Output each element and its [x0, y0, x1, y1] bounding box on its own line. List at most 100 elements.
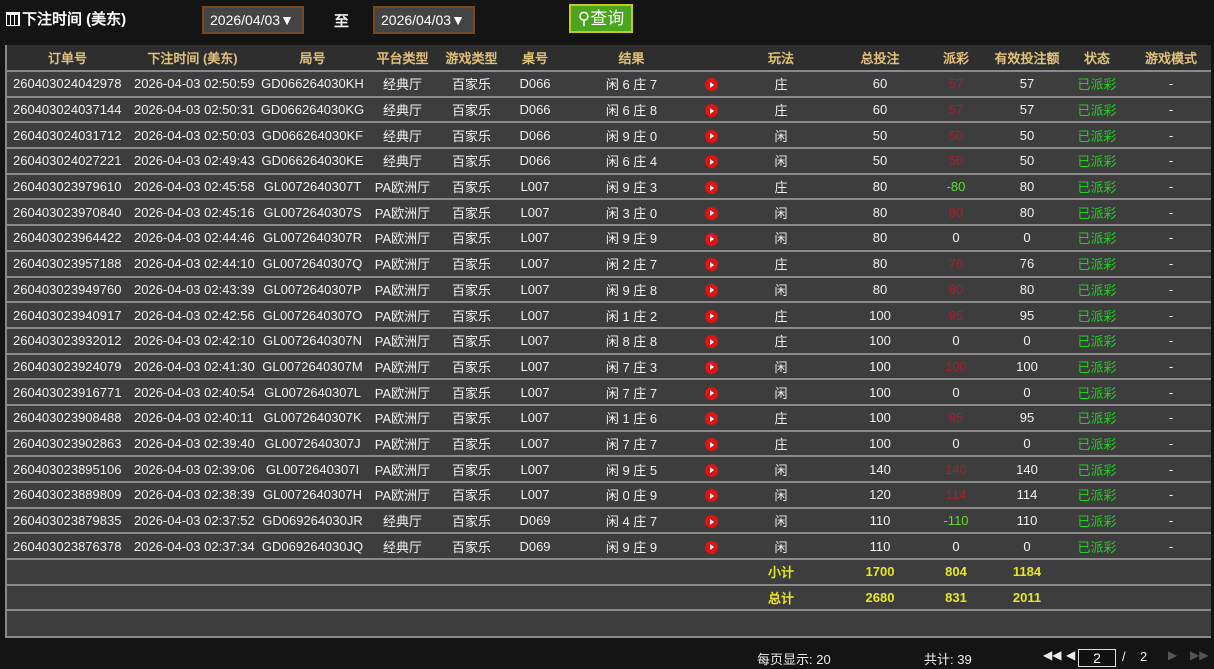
platform-type: PA欧洲厅 [368, 326, 437, 354]
platform-type: PA欧洲厅 [368, 301, 437, 328]
valid-bet: 0 [991, 532, 1063, 560]
search-icon: ⚲ [577, 9, 591, 28]
play-video-icon[interactable] [704, 489, 718, 503]
replay-cell [699, 172, 723, 200]
replay-cell [699, 532, 723, 560]
order-id: 260403023979610 [6, 172, 128, 200]
payout: -110 [921, 506, 991, 534]
platform-type: PA欧洲厅 [368, 429, 437, 457]
play-video-icon[interactable] [704, 540, 718, 554]
order-id: 260403023940917 [6, 301, 128, 328]
column-header: 结果 [564, 45, 699, 71]
game-type: 百家乐 [437, 121, 506, 149]
payout: 0 [921, 378, 991, 405]
prev-page-icon[interactable]: ◀ [1066, 648, 1076, 662]
play-type: 庄 [723, 172, 839, 200]
column-header: 局号 [257, 45, 368, 71]
replay-cell [699, 378, 723, 405]
table-id: L007 [506, 249, 564, 277]
valid-bet: 0 [991, 224, 1063, 251]
status: 已派彩 [1063, 121, 1131, 149]
play-video-icon[interactable] [704, 258, 718, 272]
spacer [6, 583, 723, 611]
game-mode: - [1131, 532, 1211, 560]
play-video-icon[interactable] [704, 104, 718, 118]
replay-cell [699, 429, 723, 457]
page-input[interactable]: 2 [1078, 649, 1116, 667]
platform-type: PA欧洲厅 [368, 224, 437, 251]
play-video-icon[interactable] [704, 515, 718, 529]
status: 已派彩 [1063, 429, 1131, 457]
result: 闲 1 庄 6 [564, 403, 699, 431]
bet-time: 2026-04-03 02:43:39 [128, 275, 257, 303]
order-id: 260403023957188 [6, 249, 128, 277]
play-type: 庄 [723, 326, 839, 354]
first-page-icon[interactable]: ◀◀ [1043, 648, 1062, 662]
status: 已派彩 [1063, 70, 1131, 97]
play-video-icon[interactable] [704, 206, 718, 220]
status: 已派彩 [1063, 147, 1131, 174]
query-button[interactable]: ⚲查询 [569, 4, 633, 33]
next-page-icon[interactable]: ▶ [1168, 648, 1178, 662]
play-video-icon[interactable] [704, 181, 718, 195]
valid-bet: 50 [991, 147, 1063, 174]
total-bet: 110 [839, 506, 921, 534]
order-id: 260403024031712 [6, 121, 128, 149]
column-header: 游戏模式 [1131, 45, 1211, 71]
play-video-icon[interactable] [704, 129, 718, 143]
platform-type: PA欧洲厅 [368, 378, 437, 405]
bet-records-table: 订单号 下注时间 (美东) 局号 平台类型 游戏类型 桌号 结果 玩法 总投注 派彩 有效投注额 状态… [5, 45, 1211, 639]
table-id: D066 [506, 147, 564, 174]
order-id: 260403023908488 [6, 403, 128, 431]
game-type: 百家乐 [437, 147, 506, 174]
play-video-icon[interactable] [704, 438, 718, 451]
play-video-icon[interactable] [704, 360, 718, 374]
column-header: 订单号 [6, 45, 128, 71]
table-id: L007 [506, 403, 564, 431]
play-video-icon[interactable] [704, 412, 718, 426]
total-bet: 80 [839, 198, 921, 226]
calendar-icon [6, 11, 20, 26]
column-header: 下注时间 (美东) [128, 45, 257, 71]
play-video-icon[interactable] [704, 463, 718, 477]
last-page-icon[interactable]: ▶▶ [1190, 648, 1209, 662]
total-bet: 100 [839, 326, 921, 354]
platform-type: 经典厅 [368, 121, 437, 149]
query-label: 查询 [590, 9, 625, 28]
play-video-icon[interactable] [704, 155, 718, 169]
status: 已派彩 [1063, 172, 1131, 200]
payout: 57 [921, 95, 991, 123]
date-to-select[interactable]: 2026/04/03▼ [373, 6, 475, 34]
bet-time: 2026-04-03 02:40:54 [128, 378, 257, 405]
table-row: 260403023895106 2026-04-03 02:39:06 GL0072… [6, 455, 1211, 482]
game-type: 百家乐 [437, 455, 506, 482]
play-video-icon[interactable] [704, 283, 718, 297]
play-type: 庄 [723, 95, 839, 123]
spacer [1063, 583, 1211, 611]
game-mode: - [1131, 301, 1211, 328]
table-row: 260403023970840 2026-04-03 02:45:16 GL0072… [6, 198, 1211, 226]
bet-time: 2026-04-03 02:49:43 [128, 147, 257, 174]
date-from-select[interactable]: 2026/04/03▼ [202, 6, 304, 34]
table-row: 260403023876378 2026-04-03 02:37:34 GD0692… [6, 532, 1211, 560]
replay-cell [699, 275, 723, 303]
play-video-icon[interactable] [704, 386, 718, 400]
payout: 50 [921, 147, 991, 174]
valid-bet: 140 [991, 455, 1063, 482]
result: 闲 6 庄 7 [564, 70, 699, 97]
game-mode: - [1131, 455, 1211, 482]
play-video-icon[interactable] [704, 78, 718, 92]
play-video-icon[interactable] [704, 309, 718, 323]
status: 已派彩 [1063, 95, 1131, 123]
play-video-icon[interactable] [704, 232, 718, 246]
play-type: 闲 [723, 506, 839, 534]
game-mode: - [1131, 326, 1211, 354]
table-id: L007 [506, 352, 564, 380]
round-id: GL0072640307N [257, 326, 368, 354]
play-video-icon[interactable] [704, 335, 718, 349]
order-id: 260403023895106 [6, 455, 128, 482]
replay-cell [699, 70, 723, 97]
status: 已派彩 [1063, 352, 1131, 380]
play-type: 闲 [723, 378, 839, 405]
total-bet: 60 [839, 95, 921, 123]
